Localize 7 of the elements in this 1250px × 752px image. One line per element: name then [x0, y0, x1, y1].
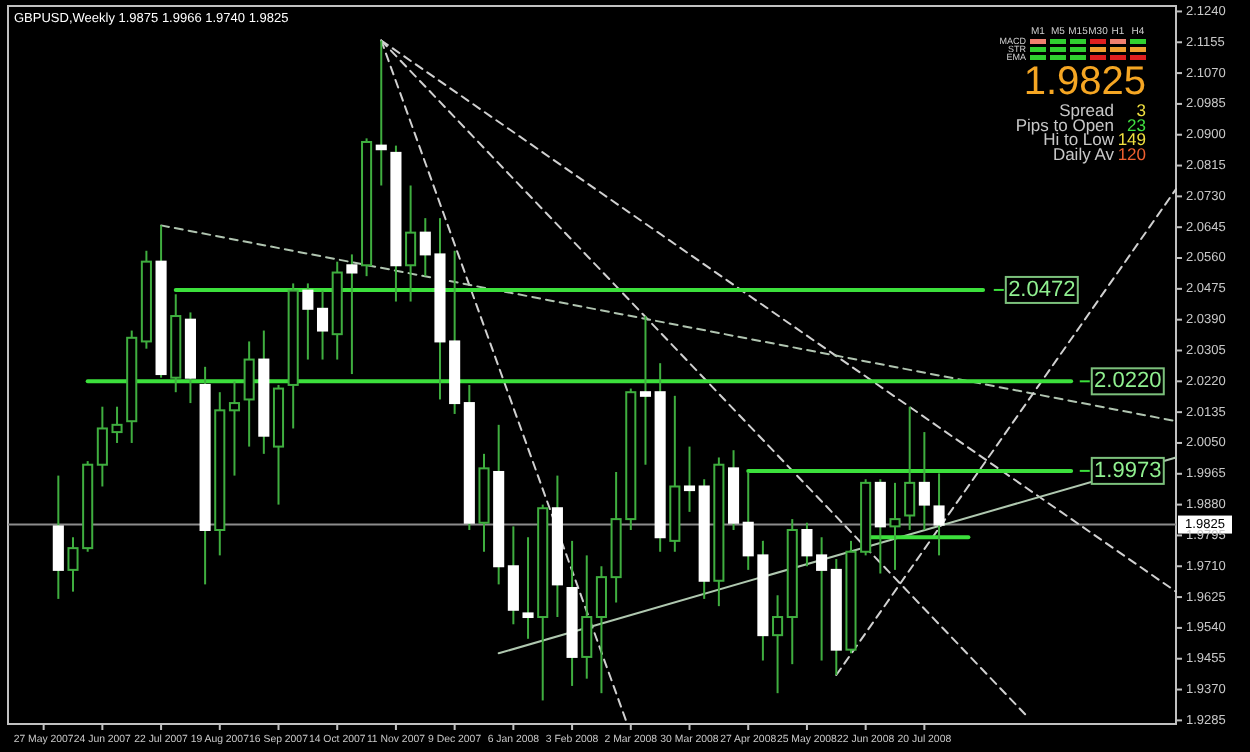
- annotation: 1.9825: [1023, 60, 1146, 104]
- annotation: 2.0220: [1094, 369, 1162, 394]
- annotation: 3: [1136, 100, 1147, 120]
- annotation: Daily Av: [1052, 143, 1116, 164]
- annotation: 23: [1127, 114, 1147, 135]
- annotation: 1.9973: [1094, 458, 1162, 483]
- annotation: 2.0472: [1008, 277, 1076, 302]
